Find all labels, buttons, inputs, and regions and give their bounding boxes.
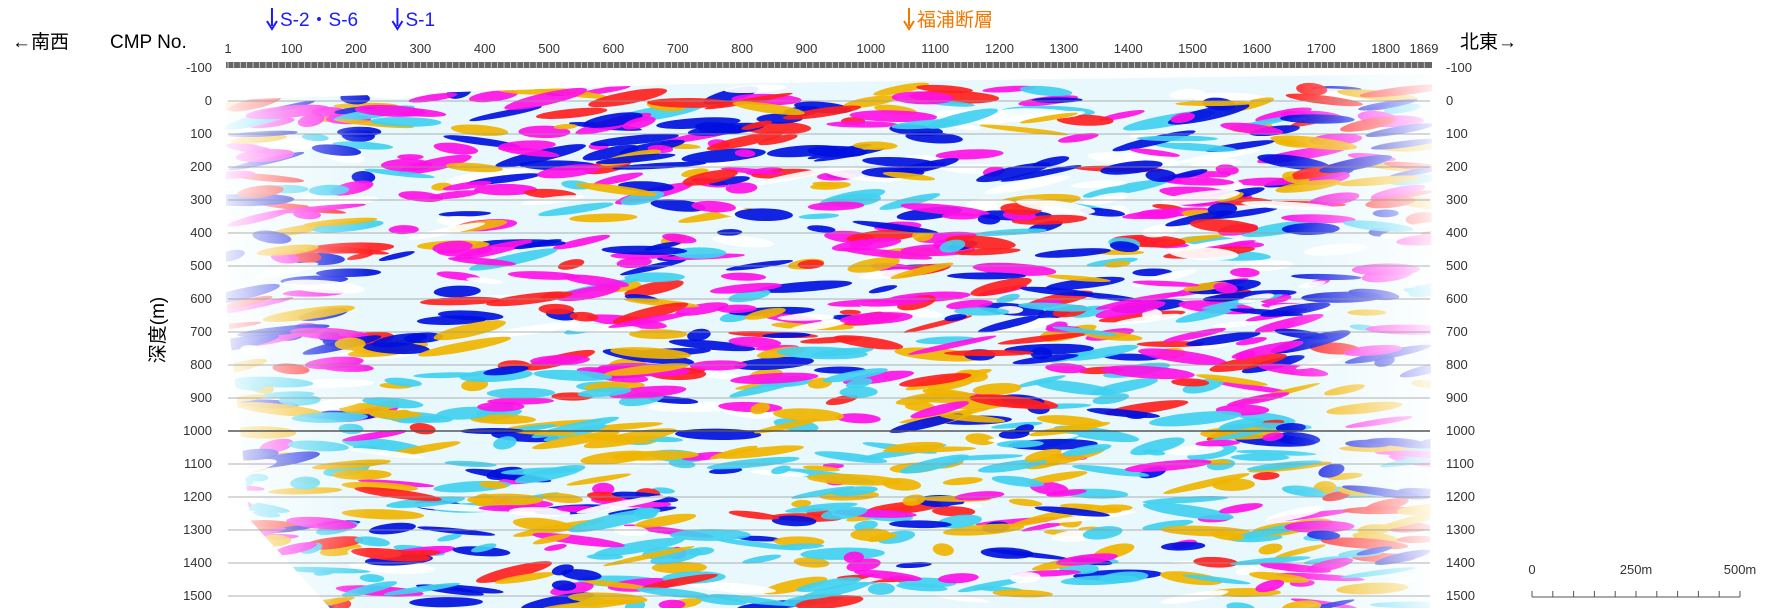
depth-tick-label: 1500 [1446,588,1475,603]
depth-tick-labels-left: -100 0 100 200 300 400 500 600 700 800 900 1000 1100… [183,60,212,603]
depth-tick-label: 1500 [183,588,212,603]
cmp-ruler [226,62,1432,68]
cmp-tick-label: 700 [667,41,689,56]
depth-gridlines [228,100,1430,597]
direction-right-label: 北東→ [1460,31,1517,53]
depth-tick-label: 1200 [1446,489,1475,504]
depth-tick-label: 400 [190,225,212,240]
scale-bar: 0 250m 500m [1528,562,1757,598]
depth-tick-label: 1300 [183,522,212,537]
depth-tick-label: 0 [205,93,212,108]
depth-tick-label: 1400 [183,555,212,570]
depth-tick-label: 1400 [1446,555,1475,570]
x-axis-label: CMP No. [110,32,187,53]
cmp-tick-label: 1500 [1178,41,1207,56]
cmp-tick-label: 200 [345,41,367,56]
cmp-tick-label: 1 [224,41,231,56]
depth-tick-label: 800 [1446,357,1468,372]
depth-tick-label: 500 [190,258,212,273]
cmp-tick-label: 100 [281,41,303,56]
cmp-tick-label: 1400 [1114,41,1143,56]
depth-tick-label: 0 [1446,93,1453,108]
depth-tick-label: 200 [190,159,212,174]
depth-tick-label: 100 [190,126,212,141]
cmp-tick-labels: 1 100 200 300 400 500 600 700 800 900 1000 1100 1200… [224,41,1438,56]
depth-tick-label: 700 [190,324,212,339]
cmp-tick-label: 400 [474,41,496,56]
cmp-tick-label: 1600 [1242,41,1271,56]
depth-tick-label: 300 [1446,192,1468,207]
depth-tick-label: 400 [1446,225,1468,240]
depth-tick-label: 900 [190,390,212,405]
depth-tick-label: 800 [190,357,212,372]
scale-bar-label-500m: 500m [1724,562,1757,577]
annotations: S-2・S-6 S-1 福浦断層 [266,8,993,31]
depth-tick-label: -100 [1446,60,1472,75]
cmp-tick-label: 1800 [1371,41,1400,56]
depth-tick-label: 100 [1446,126,1468,141]
annotation-label: 福浦断層 [917,9,993,31]
cmp-tick-label: 1200 [985,41,1014,56]
cmp-tick-label: 900 [796,41,818,56]
annotation-marker: S-2・S-6 [266,8,358,31]
edge-fade-overlay [226,60,1432,608]
depth-tick-label: 1300 [1446,522,1475,537]
cmp-tick-label: 1700 [1307,41,1336,56]
depth-tick-label: 500 [1446,258,1468,273]
depth-tick-label: 300 [190,192,212,207]
y-axis-label: 深度(m) [147,297,169,363]
cmp-tick-label: 1300 [1049,41,1078,56]
scale-bar-label-0: 0 [1528,562,1535,577]
cmp-tick-label: 600 [603,41,625,56]
annotation-label: S-1 [405,10,435,31]
cmp-tick-label: 300 [410,41,432,56]
depth-tick-labels-right: -100 0 100 200 300 400 500 600 700 800 900 1000 1100… [1446,60,1475,603]
depth-tick-label: 1100 [184,456,212,471]
scale-bar-label-250m: 250m [1620,562,1653,577]
depth-tick-label: 900 [1446,390,1468,405]
cmp-ruler-ticks [227,62,1425,70]
annotation-label: S-2・S-6 [280,10,358,31]
cmp-tick-label: 1100 [921,41,949,56]
cmp-tick-label: 1000 [856,41,885,56]
cmp-tick-label: 800 [731,41,753,56]
depth-tick-label: 1000 [1446,423,1475,438]
annotation-marker: S-1 [391,8,435,31]
cmp-tick-label: 500 [538,41,560,56]
depth-tick-label: 1000 [183,423,212,438]
depth-tick-label: -100 [186,60,212,75]
direction-left-label: ←南西 [12,31,69,53]
depth-tick-label: 600 [190,291,212,306]
depth-tick-label: 600 [1446,291,1468,306]
depth-tick-label: 700 [1446,324,1468,339]
depth-tick-label: 1100 [1446,456,1474,471]
annotation-marker: 福浦断層 [903,8,993,31]
depth-tick-label: 200 [1446,159,1468,174]
cmp-tick-label: 1869 [1410,41,1439,56]
depth-tick-label: 1200 [183,489,212,504]
